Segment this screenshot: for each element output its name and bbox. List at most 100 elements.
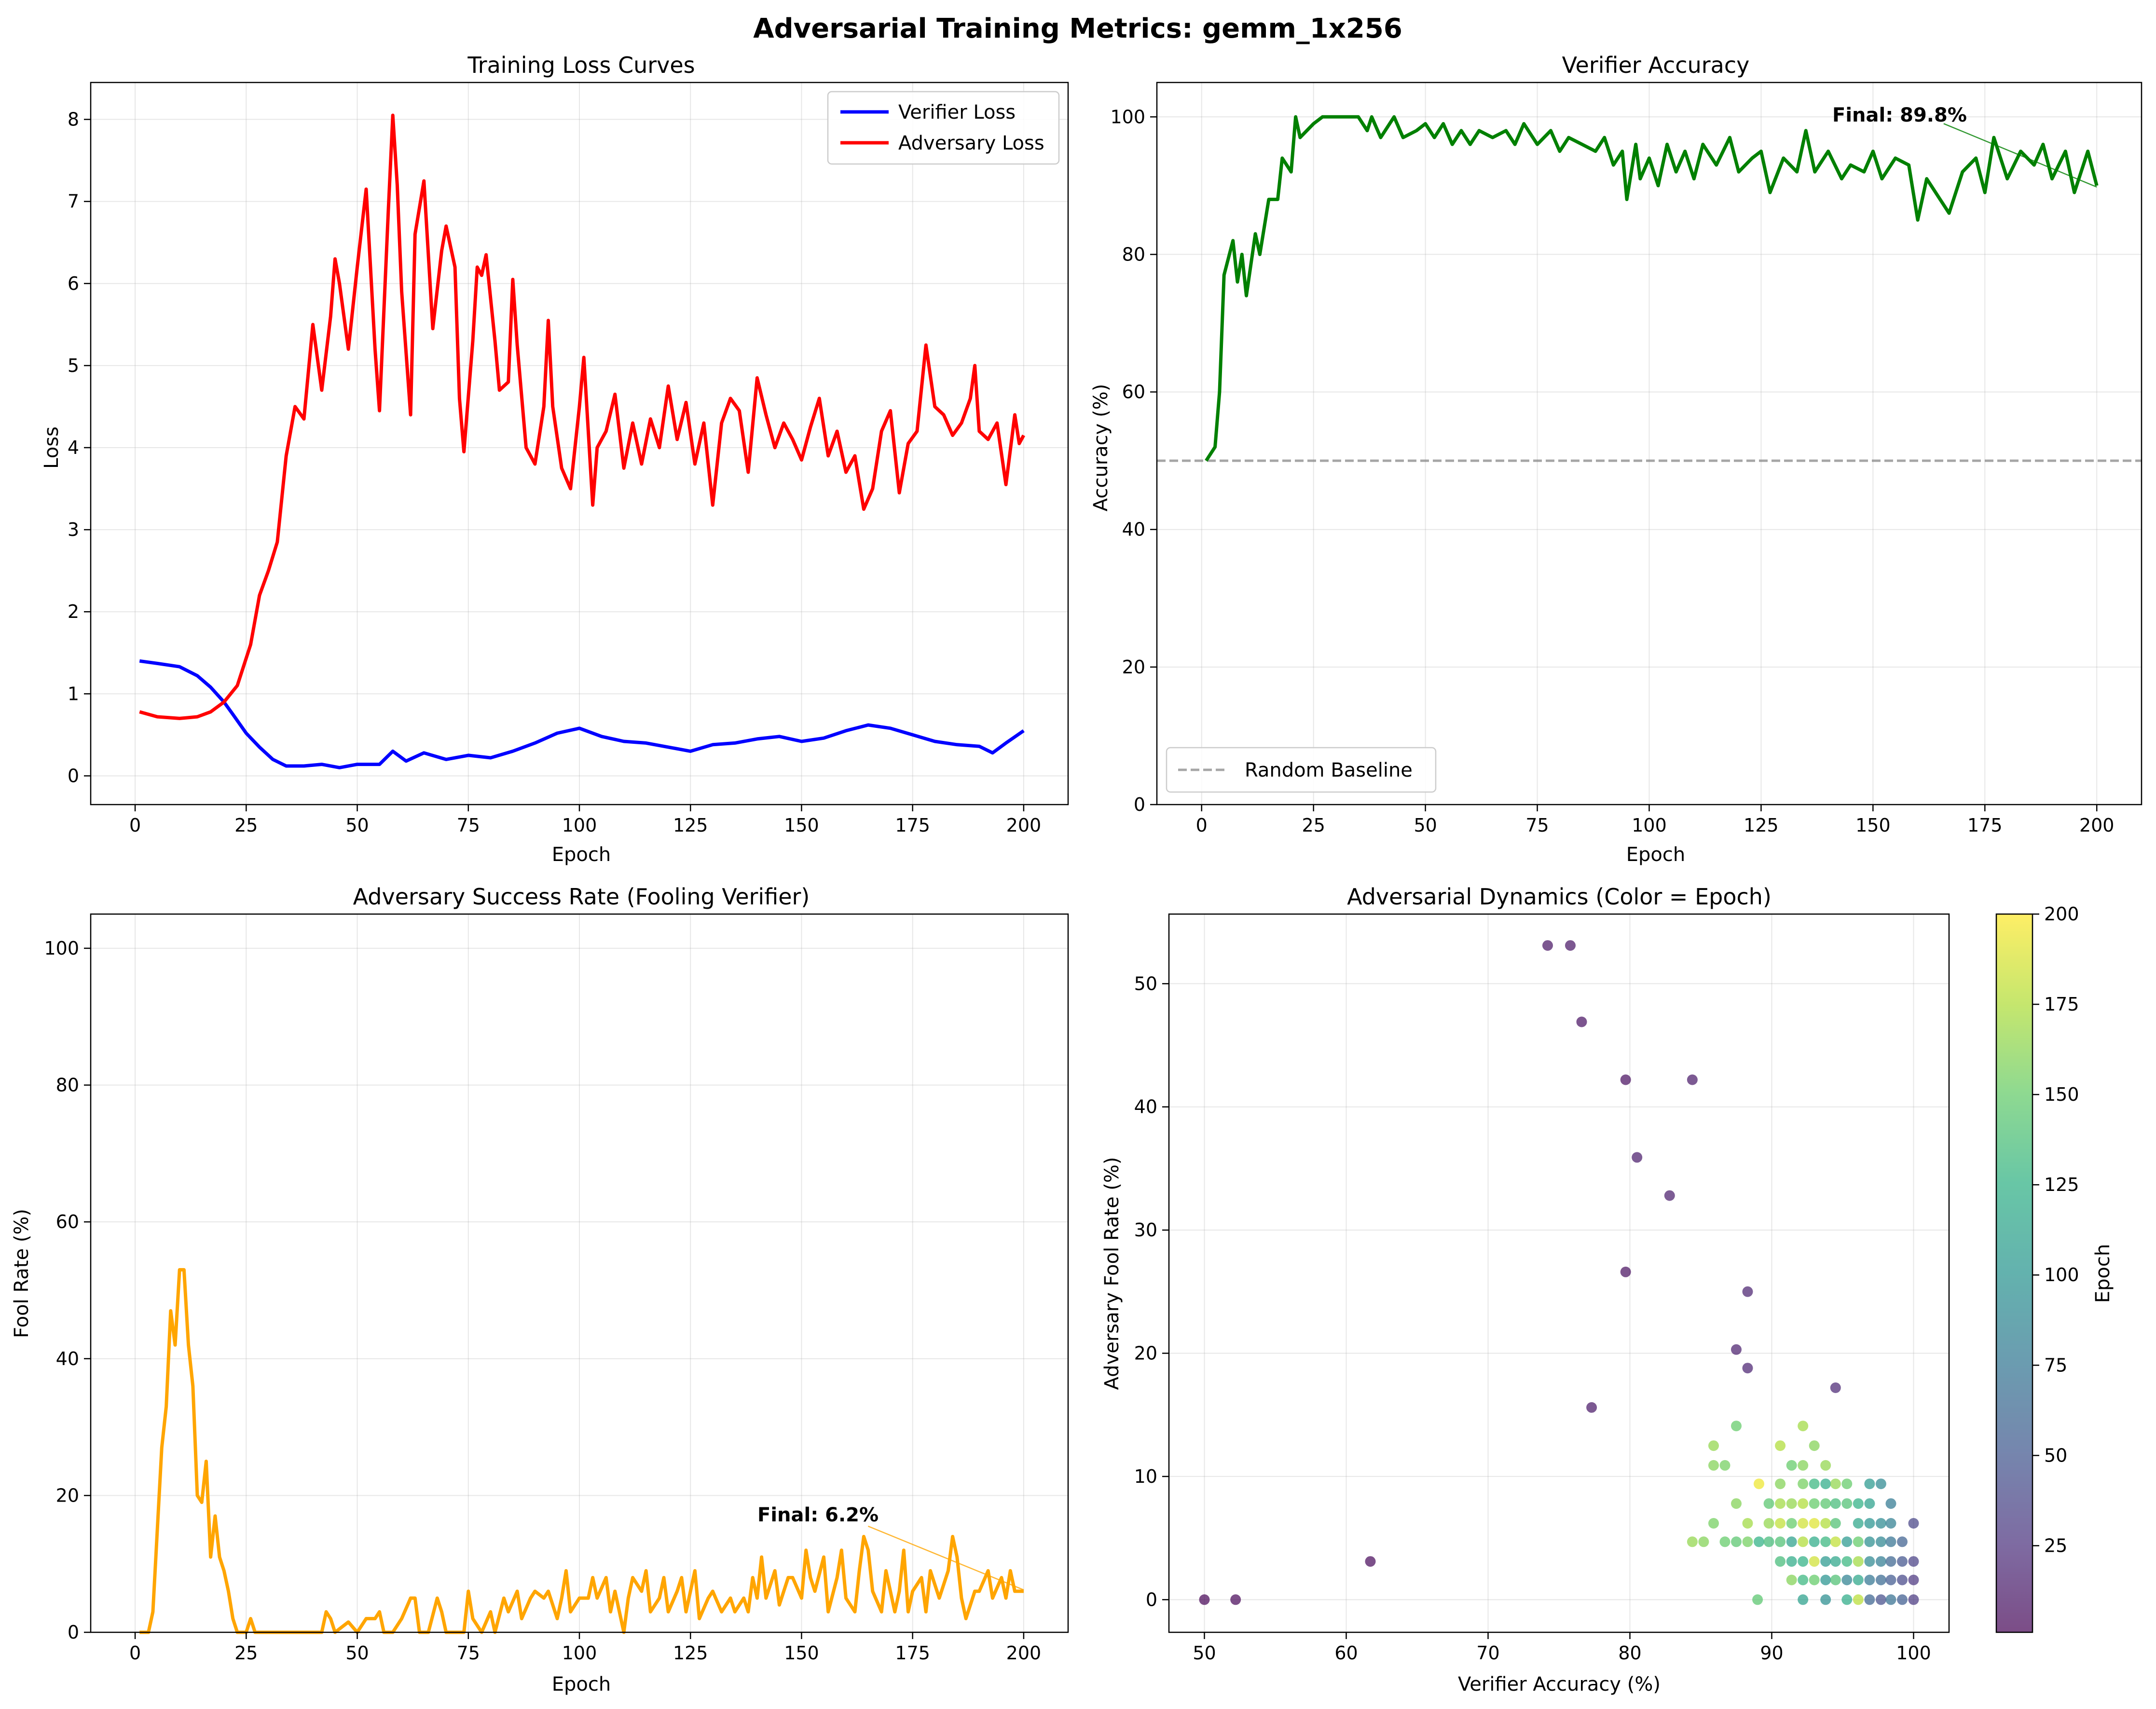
- x-tick-label: 175: [895, 815, 930, 836]
- scatter-point: [1864, 1574, 1875, 1586]
- x-tick-label: 100: [562, 1642, 597, 1664]
- y-tick-label: 7: [68, 191, 79, 212]
- y-tick-label: 50: [1134, 973, 1157, 994]
- scatter-point: [1775, 1536, 1786, 1547]
- scatter-point: [1775, 1478, 1786, 1490]
- scatter-point: [1853, 1556, 1864, 1567]
- scatter-point: [1731, 1421, 1742, 1432]
- panel-title-accuracy: Verifier Accuracy: [1562, 52, 1750, 78]
- x-axis-label-success: Epoch: [552, 1673, 611, 1695]
- x-tick-label: 100: [562, 815, 597, 836]
- colorbar-tick-label: 200: [2044, 903, 2079, 925]
- scatter-point: [1698, 1536, 1709, 1547]
- scatter-point: [1798, 1594, 1809, 1605]
- x-tick-label: 175: [895, 1642, 930, 1664]
- scatter-point: [1875, 1574, 1886, 1586]
- y-tick-label: 1: [68, 683, 79, 704]
- scatter-point: [1786, 1518, 1797, 1529]
- x-tick-label: 200: [1006, 1642, 1042, 1664]
- scatter-point: [1885, 1536, 1896, 1547]
- scatter-point: [1763, 1498, 1774, 1509]
- scatter-point: [1798, 1556, 1809, 1567]
- y-tick-label: 0: [1146, 1589, 1157, 1610]
- colorbar-tick-label: 75: [2044, 1354, 2067, 1376]
- scatter-point: [1809, 1574, 1820, 1586]
- x-tick-label: 25: [234, 1642, 258, 1664]
- x-tick-label: 50: [345, 815, 369, 836]
- scatter-point: [1853, 1536, 1864, 1547]
- plot-area-accuracy: [1157, 115, 2142, 462]
- legend-loss: Verifier Loss Adversary Loss: [827, 91, 1060, 165]
- x-tick-label: 25: [234, 815, 258, 836]
- legend-accuracy: Random Baseline: [1166, 747, 1437, 793]
- y-tick-label: 0: [68, 765, 79, 786]
- scatter-point: [1786, 1460, 1797, 1471]
- scatter-point: [1365, 1556, 1376, 1567]
- y-tick-label: 80: [56, 1075, 79, 1096]
- x-ticks-accuracy: 0 25 50 75 100 125 150 175 200: [1196, 805, 2114, 836]
- x-tick-label: 200: [1006, 815, 1042, 836]
- x-tick-label: 150: [784, 815, 819, 836]
- scatter-point: [1775, 1498, 1786, 1509]
- x-ticks-loss: 0 25 50 75 100 125 150 175 200: [129, 805, 1041, 836]
- scatter-point: [1798, 1536, 1809, 1547]
- scatter-point: [1798, 1460, 1809, 1471]
- scatter-point: [1830, 1498, 1841, 1509]
- x-ticks-success: 0 25 50 75 100 125 150 175 200: [129, 1632, 1041, 1664]
- scatter-point: [1908, 1556, 1919, 1567]
- scatter-point: [1798, 1421, 1809, 1432]
- x-tick-label: 70: [1476, 1642, 1499, 1664]
- scatter-point: [1742, 1518, 1753, 1529]
- scatter-point: [1708, 1440, 1719, 1451]
- legend-label-adversary-loss: Adversary Loss: [898, 132, 1044, 154]
- scatter-point: [1908, 1574, 1919, 1586]
- scatter-point: [1864, 1498, 1875, 1509]
- scatter-point: [1620, 1266, 1631, 1277]
- scatter-point: [1908, 1518, 1919, 1529]
- scatter-point: [1809, 1556, 1820, 1567]
- scatter-point: [1786, 1556, 1797, 1567]
- scatter-point: [1841, 1498, 1853, 1509]
- scatter-point: [1853, 1498, 1864, 1509]
- scatter-point: [1775, 1440, 1786, 1451]
- x-tick-label: 175: [1967, 815, 2003, 836]
- x-tick-label: 90: [1760, 1642, 1783, 1664]
- scatter-point: [1576, 1016, 1587, 1027]
- scatter-point: [1708, 1518, 1719, 1529]
- y-tick-label: 100: [1110, 106, 1145, 127]
- y-tick-label: 8: [68, 109, 79, 130]
- x-tick-label: 60: [1334, 1642, 1358, 1664]
- scatter-point: [1719, 1460, 1730, 1471]
- x-tick-label: 150: [784, 1642, 819, 1664]
- scatter-point: [1820, 1460, 1831, 1471]
- scatter-point: [1885, 1574, 1896, 1586]
- scatter-point: [1875, 1536, 1886, 1547]
- scatter-point: [1752, 1594, 1763, 1605]
- y-ticks-accuracy: 0 20 40 60 80 100: [1110, 106, 1157, 815]
- scatter-point: [1820, 1478, 1831, 1490]
- y-tick-label: 20: [56, 1485, 79, 1506]
- colorbar-label: Epoch: [2092, 1244, 2114, 1303]
- scatter-point: [1731, 1344, 1742, 1355]
- scatter-point: [1897, 1574, 1908, 1586]
- scatter-point: [1742, 1363, 1753, 1374]
- scatter-point: [1775, 1518, 1786, 1529]
- panel-training-loss: Training Loss Curves 0 25 50 75 100 125 150 175…: [41, 52, 1069, 866]
- x-tick-label: 50: [1414, 815, 1437, 836]
- x-tick-label: 100: [1632, 815, 1667, 836]
- scatter-point: [1853, 1574, 1864, 1586]
- annotation-final-accuracy: Final: 89.8%: [1832, 104, 1967, 126]
- legend-label-random-baseline: Random Baseline: [1245, 759, 1413, 781]
- scatter-point: [1754, 1478, 1764, 1490]
- scatter-point: [1775, 1556, 1786, 1567]
- y-tick-label: 20: [1122, 656, 1145, 678]
- x-tick-label: 100: [1896, 1642, 1931, 1664]
- y-tick-label: 3: [68, 519, 79, 540]
- colorbar-tick-label: 100: [2044, 1264, 2079, 1285]
- scatter-point: [1754, 1536, 1764, 1547]
- scatter-point: [1786, 1574, 1797, 1586]
- y-tick-label: 60: [56, 1211, 79, 1232]
- scatter-point: [1719, 1536, 1730, 1547]
- x-axis-label-loss: Epoch: [552, 844, 611, 866]
